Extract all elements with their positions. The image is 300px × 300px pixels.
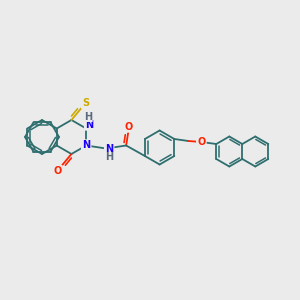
Text: O: O — [197, 137, 206, 147]
Text: O: O — [53, 166, 62, 176]
Text: S: S — [82, 98, 89, 108]
Text: N: N — [82, 140, 90, 151]
Text: H: H — [105, 152, 113, 163]
Text: H: H — [84, 112, 92, 122]
Text: O: O — [124, 122, 132, 131]
Text: N: N — [85, 119, 93, 130]
Text: N: N — [105, 143, 113, 154]
